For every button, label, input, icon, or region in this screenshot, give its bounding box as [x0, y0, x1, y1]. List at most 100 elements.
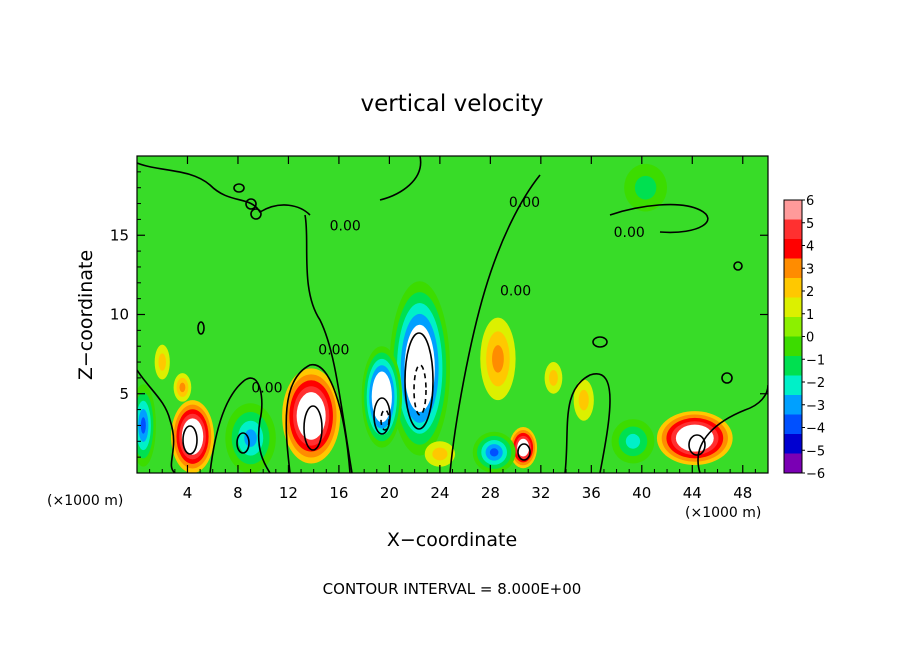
y-axis: 5 10 15 — [110, 171, 768, 458]
x-tick-label: 32 — [531, 484, 550, 502]
colorbar-label: −6 — [806, 467, 825, 482]
zero-contours — [137, 156, 768, 473]
velocity-cell — [656, 411, 733, 466]
x-tick-label: 28 — [481, 484, 500, 502]
velocity-band — [379, 390, 385, 404]
colorbar-label: 3 — [806, 262, 814, 277]
zero-contour-updraft-left — [285, 364, 351, 473]
zero-contour-left-upper — [137, 162, 311, 216]
x-tick-label: 24 — [430, 484, 449, 502]
x-tick-label: 8 — [233, 484, 243, 502]
colorbar-label: −5 — [806, 444, 825, 459]
colorbar-swatch — [784, 414, 802, 434]
velocity-cell — [171, 400, 214, 473]
velocity-band — [158, 353, 167, 371]
colorbar-swatch — [784, 258, 802, 278]
contour-label: 0.00 — [614, 225, 645, 241]
zero-contour-island — [721, 372, 733, 384]
colorbar-label: −4 — [806, 422, 825, 437]
zero-contour-far-left — [137, 369, 176, 473]
velocity-band — [549, 369, 558, 386]
velocity-cell — [424, 441, 456, 467]
colorbar-swatch — [784, 219, 802, 239]
zero-contour-right-column — [564, 373, 611, 473]
positive-contour-cell — [688, 434, 706, 456]
x-tick-label: 44 — [683, 484, 702, 502]
contour-label: 0.00 — [251, 380, 282, 396]
colorbar-label: 4 — [806, 240, 814, 255]
contour-labels: 0.00 0.00 0.00 0.00 0.00 0.00 — [251, 195, 644, 396]
velocity-band — [140, 417, 146, 434]
colorbar-label: 1 — [806, 308, 814, 323]
velocity-band — [244, 429, 257, 447]
colorbar-swatch — [784, 336, 802, 356]
velocity-cell — [282, 368, 341, 464]
colorbar-swatch — [784, 278, 802, 298]
x-tick-label: 16 — [329, 484, 348, 502]
positive-contour-cell — [517, 443, 531, 461]
contour-label: 0.00 — [318, 342, 349, 358]
velocity-cell — [624, 163, 668, 212]
x-tick-label: 4 — [183, 484, 193, 502]
colorbar-label: −1 — [806, 353, 825, 368]
velocity-band — [307, 409, 315, 422]
positive-contour-cell — [236, 432, 250, 454]
contour-label: 0.00 — [500, 284, 531, 300]
zero-contour-island — [233, 183, 245, 193]
velocity-cell — [573, 379, 594, 421]
zero-contour-top-cap — [379, 156, 422, 201]
x-tick-label: 20 — [380, 484, 399, 502]
colorbar: 6 5 4 3 2 1 0 −1 −2 −3 −4 −5 −6 — [783, 194, 825, 482]
x-tick-label: 48 — [733, 484, 752, 502]
velocity-band — [578, 389, 589, 411]
colorbar-label: 2 — [806, 285, 814, 300]
zero-contour-island — [245, 198, 257, 210]
positive-contour-cell — [303, 405, 323, 451]
colorbar-swatch — [784, 297, 802, 317]
x-tick-label: 12 — [279, 484, 298, 502]
velocity-cell — [544, 362, 563, 394]
colorbar-label: 5 — [806, 217, 814, 232]
zero-contour-island — [592, 336, 608, 348]
zero-contour-right-lower — [697, 384, 768, 473]
colorbar-swatch — [784, 356, 802, 376]
colorbar-label: −3 — [806, 399, 825, 414]
x-axis: 4 8 12 16 20 24 28 32 36 40 44 48 — [149, 156, 756, 502]
positive-contour-cell — [182, 425, 198, 455]
contour-label: 0.00 — [330, 219, 361, 235]
colorbar-label: 0 — [806, 331, 814, 346]
velocity-band — [625, 433, 641, 449]
velocity-band — [432, 447, 448, 461]
colorbar-swatch — [784, 317, 802, 337]
x-unit-label-right: (×1000 m) — [685, 505, 761, 521]
zero-contour-island — [250, 208, 262, 220]
zero-contour-island — [197, 321, 205, 335]
velocity-cell — [173, 373, 192, 402]
velocity-band — [634, 175, 657, 200]
plot-area: 0.00 0.00 0.00 0.00 0.00 0.00 — [136, 155, 769, 474]
y-tick-label: 10 — [110, 306, 129, 324]
velocity-cell — [225, 403, 276, 473]
negative-contour-cell — [373, 397, 391, 435]
colorbar-label: −2 — [806, 376, 825, 391]
x-tick-label: 40 — [632, 484, 651, 502]
x-axis-label: X−coordinate — [387, 529, 517, 551]
y-tick-label: 15 — [110, 226, 129, 244]
y-axis-label: Z−coordinate — [75, 250, 97, 380]
zero-contour-island — [733, 261, 743, 271]
chart-title: vertical velocity — [361, 91, 544, 117]
colorbar-swatch — [784, 395, 802, 415]
velocity-band — [489, 448, 499, 457]
colorbar-swatch — [784, 453, 802, 473]
velocity-cell — [361, 346, 403, 448]
colorbar-swatch — [784, 200, 802, 220]
colorbar-swatch — [784, 375, 802, 395]
velocity-band — [189, 431, 196, 442]
velocity-band — [415, 357, 424, 380]
velocity-cell — [137, 384, 156, 467]
velocity-cell — [472, 431, 516, 473]
velocity-band — [179, 382, 186, 393]
negative-contour-inner — [380, 409, 390, 431]
negative-contour-cell — [404, 332, 434, 430]
